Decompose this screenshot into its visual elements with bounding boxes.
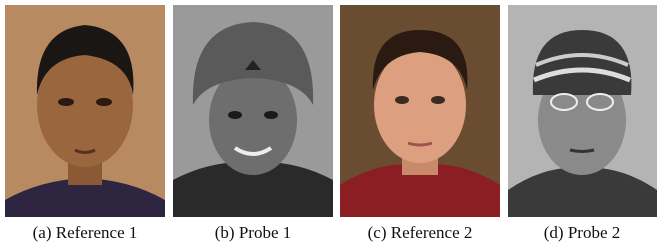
caption: (c) Reference 2 [368,223,473,242]
caption: (a) Reference 1 [33,223,138,242]
caption: (d) Probe 2 [544,223,620,242]
caption: (b) Probe 1 [215,223,291,242]
photo-reference-2 [340,5,500,217]
photo-reference-1 [5,5,165,217]
figure: (a) Reference 1 (b) Probe 1 (c) Referenc… [0,0,661,244]
photo-probe-1 [173,5,333,217]
photo-probe-2 [508,5,657,217]
